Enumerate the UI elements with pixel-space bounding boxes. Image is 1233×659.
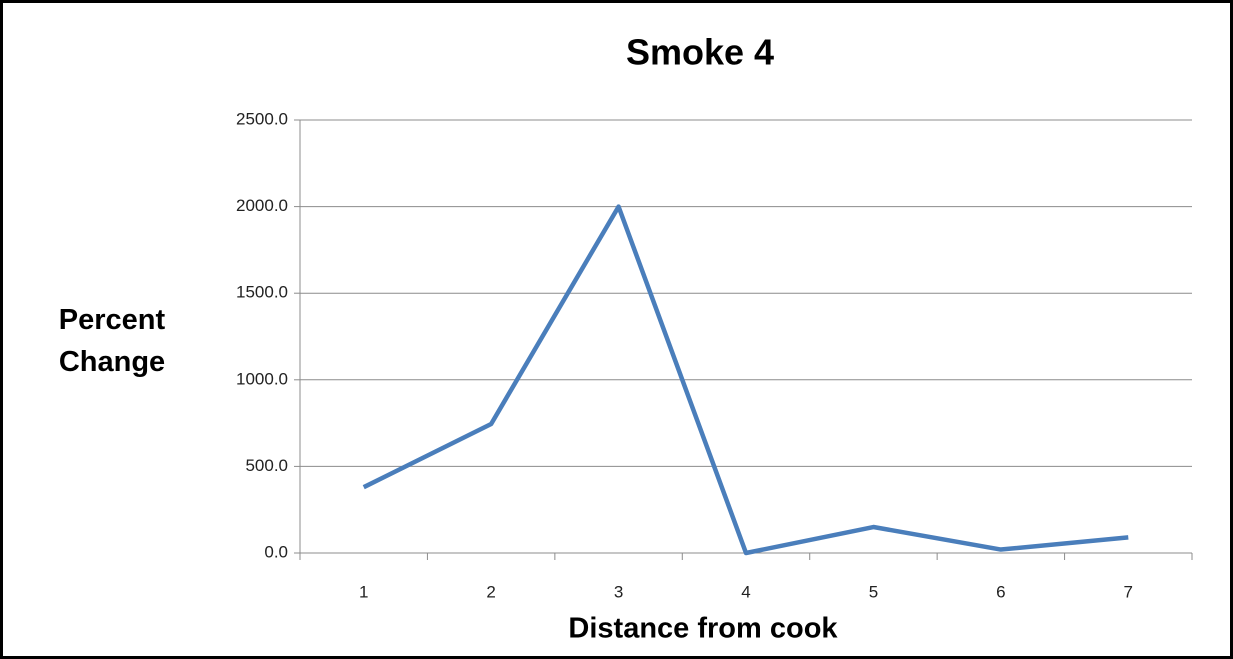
x-tick-label: 5	[869, 582, 878, 601]
y-tick-label: 2000.0	[236, 196, 288, 215]
x-tick-label: 1	[359, 582, 368, 601]
x-tick-label: 2	[486, 582, 495, 601]
x-tick-label: 4	[741, 582, 750, 601]
x-axis-title: Distance from cook	[568, 613, 838, 645]
y-tick-label: 1000.0	[236, 369, 288, 388]
y-tick-label: 1500.0	[236, 283, 288, 302]
chart: Smoke 4 Distance from cook 0.0 500.0 1000.…	[236, 32, 1193, 645]
chart-title: Smoke 4	[626, 32, 774, 73]
y-axis-title: Percent Change	[58, 304, 166, 378]
x-tick-label: 3	[614, 582, 623, 601]
y-tick-label: 500.0	[245, 456, 288, 475]
y-tick-label: 0.0	[264, 542, 288, 561]
data-line	[362, 204, 1129, 556]
x-tick-label: 7	[1124, 582, 1133, 601]
x-tick-label: 6	[996, 582, 1005, 601]
y-tick-label: 2500.0	[236, 109, 288, 128]
